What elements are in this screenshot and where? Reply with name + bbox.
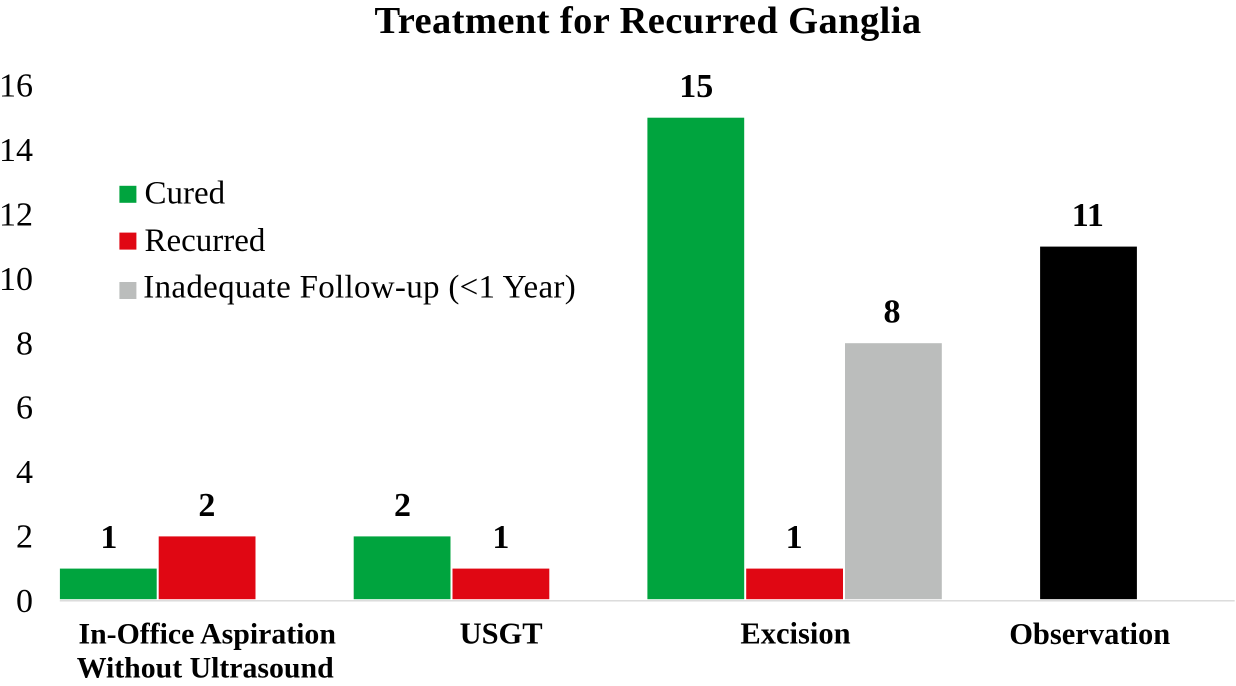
svg-text:16: 16	[0, 68, 33, 105]
svg-text:8: 8	[16, 325, 33, 362]
svg-text:2: 2	[198, 487, 215, 524]
svg-text:4: 4	[16, 454, 33, 491]
svg-text:In-Office Aspiration: In-Office Aspiration	[78, 617, 336, 650]
svg-text:1: 1	[100, 519, 117, 556]
svg-text:Without Ultrasound: Without Ultrasound	[77, 651, 334, 684]
svg-text:6: 6	[16, 390, 33, 427]
svg-text:1: 1	[786, 519, 803, 556]
svg-text:0: 0	[16, 583, 33, 620]
svg-text:Inadequate Follow-up (<1 Year): Inadequate Follow-up (<1 Year)	[143, 270, 576, 306]
svg-text:14: 14	[0, 132, 33, 169]
svg-text:1: 1	[492, 519, 509, 556]
svg-text:8: 8	[884, 294, 901, 331]
svg-text:Cured: Cured	[145, 176, 226, 212]
svg-text:Excision: Excision	[740, 617, 850, 651]
svg-text:USGT: USGT	[460, 617, 543, 651]
svg-text:12: 12	[0, 197, 33, 234]
svg-text:11: 11	[1072, 197, 1104, 234]
svg-text:2: 2	[16, 519, 33, 556]
svg-text:15: 15	[679, 68, 713, 105]
svg-text:Treatment for Recurred Ganglia: Treatment for Recurred Ganglia	[375, 0, 922, 42]
svg-text:10: 10	[0, 261, 33, 298]
svg-text:2: 2	[394, 487, 411, 524]
svg-text:Recurred: Recurred	[145, 223, 266, 259]
svg-text:Observation: Observation	[1009, 617, 1170, 651]
